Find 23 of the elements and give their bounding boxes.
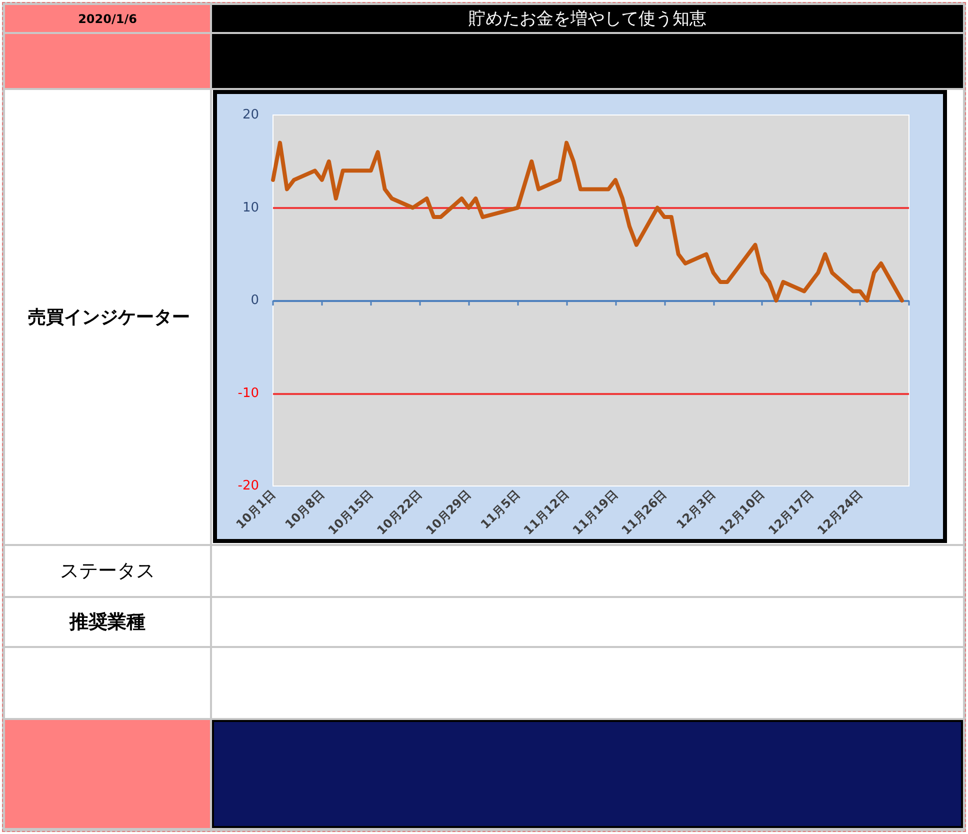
text: 2020/1/6 bbox=[78, 12, 137, 26]
x-tick-label: 11月5日 bbox=[478, 487, 523, 532]
y-tick-label: 20 bbox=[242, 108, 259, 122]
line-series bbox=[271, 140, 904, 303]
x-tick-label: 11月12日 bbox=[521, 487, 572, 538]
x-tick-label: 11月26日 bbox=[618, 487, 670, 538]
y-tick-label: -20 bbox=[238, 478, 259, 494]
y-axis-title: 売買インジケーター bbox=[28, 306, 190, 329]
x-tick-label: 12月3日 bbox=[674, 487, 718, 532]
text: ステータス bbox=[60, 559, 155, 584]
x-tick-label: 10月15日 bbox=[325, 487, 376, 538]
text: 推奨業種 bbox=[70, 610, 146, 635]
x-tick-label: 10月29日 bbox=[423, 487, 474, 538]
x-tick-label: 11月19日 bbox=[570, 487, 620, 538]
y-tick-label: -10 bbox=[238, 386, 259, 401]
y-tick-label: 0 bbox=[250, 293, 259, 308]
x-tick-label: 12月24日 bbox=[814, 487, 866, 538]
x-tick-label: 10月8日 bbox=[282, 487, 327, 532]
y-tick-label: 10 bbox=[242, 200, 259, 216]
x-tick-label: 12月17日 bbox=[766, 487, 816, 538]
x-tick-label: 12月10日 bbox=[716, 487, 768, 538]
chart-title: 貯めたお金を増やして使う知恵 bbox=[468, 8, 706, 30]
x-tick-label: 10月22日 bbox=[374, 487, 425, 538]
